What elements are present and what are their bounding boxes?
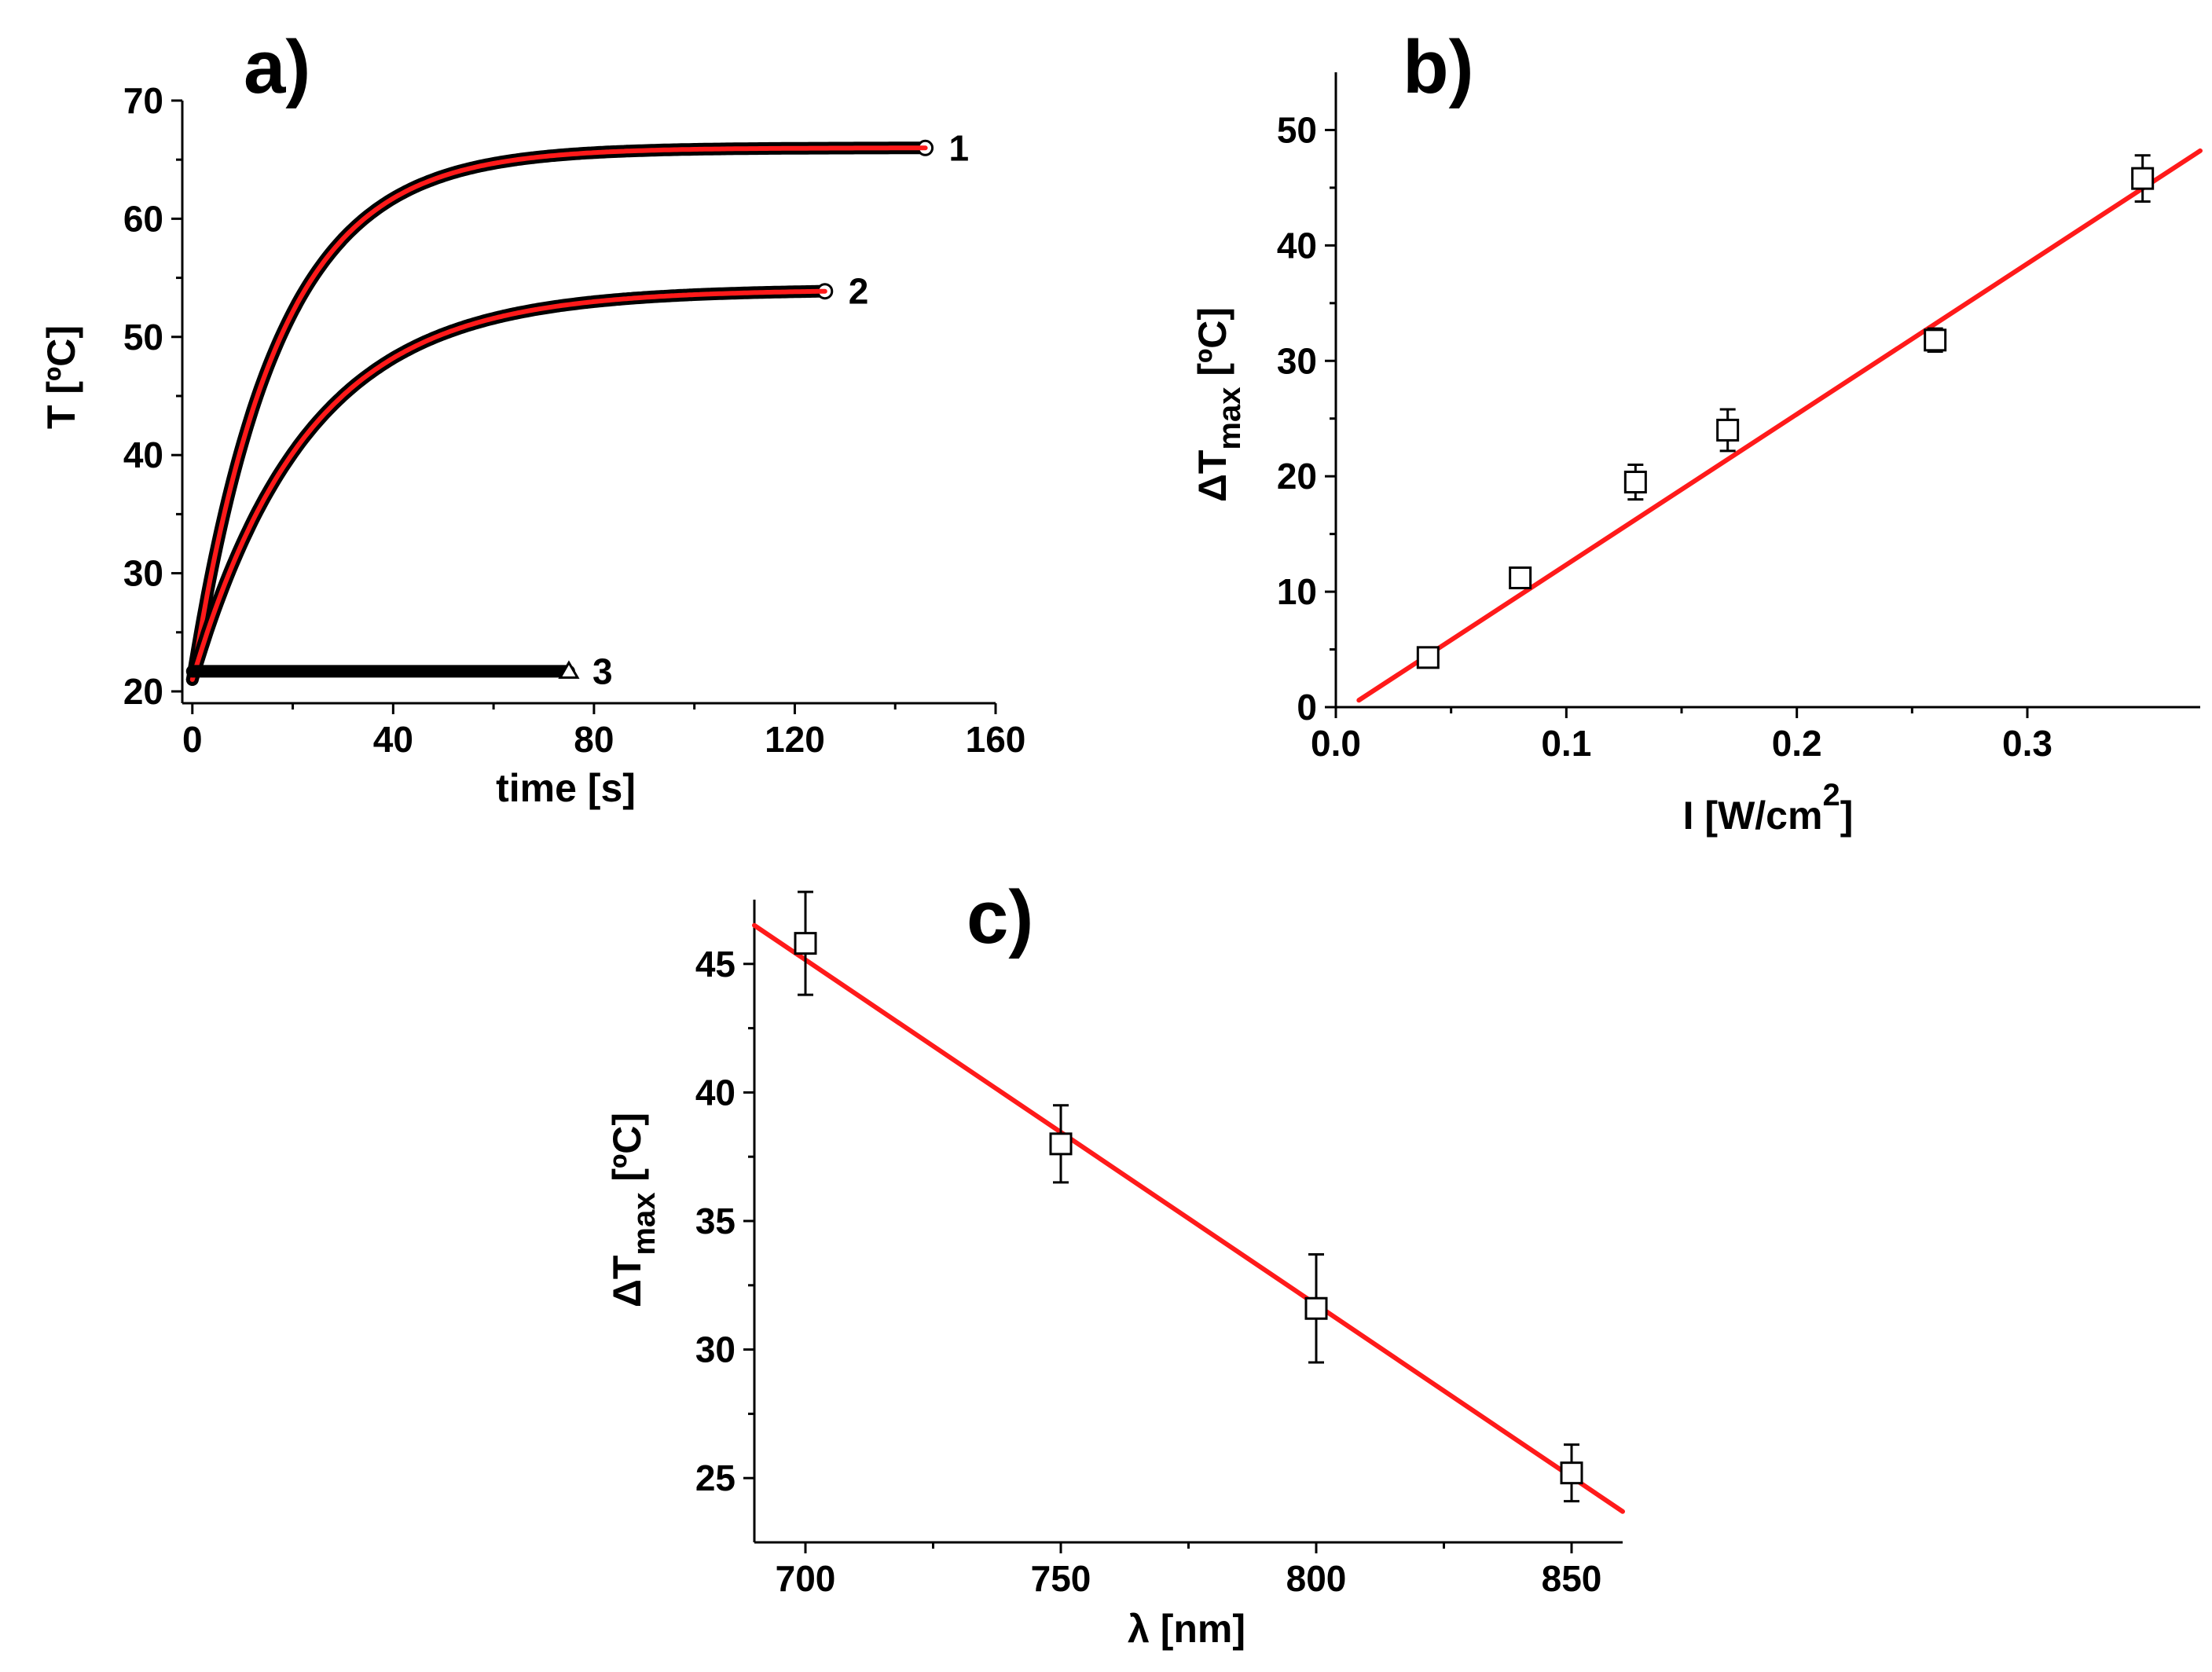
panel-c-y-tick-label: 45 bbox=[695, 944, 735, 984]
panel-a-curve-label-3: 3 bbox=[592, 651, 613, 691]
panel-c-ylabel-end: [ºC] bbox=[605, 1113, 649, 1193]
panel-b-data-point bbox=[1416, 646, 1440, 669]
panel-c-data-point bbox=[1049, 1132, 1073, 1156]
panel-b-data-point bbox=[1509, 566, 1532, 589]
panel-a-fit-1 bbox=[189, 145, 928, 682]
panel-b-axes: 0.0 0.1 0.2 0.3 0 10 20 30 40 50 bbox=[1277, 72, 2200, 764]
panel-b-x-tick-label: 0.1 bbox=[1541, 723, 1591, 764]
panel-a-series-1 bbox=[185, 141, 932, 686]
panel-a-y-tick-label: 70 bbox=[123, 80, 163, 121]
panel-a-fit-2 bbox=[189, 288, 827, 682]
panel-b-data-point bbox=[1924, 328, 1947, 352]
panel-a-x-tick-label: 160 bbox=[966, 719, 1026, 760]
panel-b-y-tick-label: 20 bbox=[1277, 456, 1317, 497]
panel-a-series-3-marker bbox=[558, 660, 580, 679]
panel-b-y-tick-label: 40 bbox=[1277, 225, 1317, 266]
panel-a-curve-label-1: 1 bbox=[949, 127, 970, 168]
panel-c-x-tick-label: 700 bbox=[776, 1558, 836, 1599]
panel-a-y-tick-label: 50 bbox=[123, 317, 163, 358]
panel-b: 0.0 0.1 0.2 0.3 0 10 20 30 40 50 b) I [W/cm2] ΔTm… bbox=[1190, 25, 2203, 838]
panel-b-data-point bbox=[1623, 471, 1647, 494]
panel-c-x-tick-label: 800 bbox=[1286, 1558, 1347, 1599]
panel-b-y-tick-label: 0 bbox=[1297, 687, 1317, 728]
panel-a-y-tick-label: 30 bbox=[123, 553, 163, 594]
panel-c-ylabel-sub: max bbox=[627, 1193, 662, 1256]
panel-c-x-tick-label: 850 bbox=[1542, 1558, 1602, 1599]
panel-a-axes: 0 40 80 120 160 20 30 40 50 60 70 bbox=[123, 80, 1026, 760]
panel-a-x-tick-label: 40 bbox=[373, 719, 413, 760]
panel-b-x-tick-label: 0.2 bbox=[1772, 723, 1822, 764]
panel-a-series-2 bbox=[185, 284, 831, 686]
panel-a-xlabel: time [s] bbox=[496, 766, 636, 810]
panel-b-data-point bbox=[1716, 418, 1740, 442]
panel-b-ylabel-end: [ºC] bbox=[1190, 307, 1234, 387]
panel-b-xlabel: I [W/cm2] bbox=[1683, 778, 1854, 838]
panel-b-ylabel: ΔTmax [ºC] bbox=[1190, 307, 1247, 502]
panel-c-data-point bbox=[1304, 1296, 1328, 1320]
panel-a-label: a) bbox=[244, 25, 310, 109]
panel-b-xlabel-end: ] bbox=[1840, 794, 1854, 838]
panel-a-x-tick-label: 80 bbox=[574, 719, 614, 760]
panel-b-ylabel-main: ΔT bbox=[1190, 450, 1234, 502]
panel-b-data-point bbox=[2131, 167, 2155, 190]
panel-a-x-tick-label: 0 bbox=[182, 719, 203, 760]
panel-a-y-tick-label: 40 bbox=[123, 434, 163, 475]
panel-a-curve-label-2: 2 bbox=[849, 271, 869, 312]
panel-c-y-tick-label: 30 bbox=[695, 1329, 735, 1370]
panel-b-xlabel-sup: 2 bbox=[1822, 778, 1840, 812]
panel-b-xlabel-main: I [W/cm bbox=[1683, 794, 1823, 838]
panel-c-xlabel: λ [nm] bbox=[1128, 1607, 1245, 1651]
panel-c-fit-line bbox=[752, 922, 1625, 1514]
panel-c: 700 750 800 850 25 30 35 40 45 c) λ [nm] ΔTmax [… bbox=[605, 875, 1625, 1651]
panel-b-fit-line bbox=[1356, 148, 2203, 703]
panel-c-ylabel-main: ΔT bbox=[605, 1256, 649, 1307]
panel-a-y-tick-label: 60 bbox=[123, 198, 163, 239]
panel-b-x-tick-label: 0.3 bbox=[2002, 723, 2052, 764]
panel-a-curves: 1 2 3 bbox=[185, 127, 970, 691]
panel-b-y-tick-label: 30 bbox=[1277, 340, 1317, 381]
panel-b-y-tick-label: 50 bbox=[1277, 109, 1317, 150]
panel-c-axes: 700 750 800 850 25 30 35 40 45 bbox=[695, 900, 1623, 1599]
panel-c-y-tick-label: 25 bbox=[695, 1458, 735, 1498]
panel-c-data-point bbox=[794, 932, 817, 955]
panel-b-label: b) bbox=[1403, 25, 1474, 109]
panel-b-ylabel-sub: max bbox=[1212, 387, 1247, 450]
panel-a-y-tick-label: 20 bbox=[123, 671, 163, 712]
panel-c-ylabel: ΔTmax [ºC] bbox=[605, 1113, 662, 1307]
panel-c-points bbox=[752, 890, 1625, 1514]
panel-c-y-tick-label: 35 bbox=[695, 1201, 735, 1241]
panel-b-points bbox=[1356, 148, 2203, 703]
panel-c-x-tick-label: 750 bbox=[1031, 1558, 1091, 1599]
panel-a-ylabel: T [ºC] bbox=[39, 325, 83, 429]
panel-c-data-point bbox=[1560, 1461, 1583, 1485]
panel-b-y-tick-label: 10 bbox=[1277, 571, 1317, 612]
panel-b-x-tick-label: 0.0 bbox=[1311, 723, 1361, 764]
panel-c-label: c) bbox=[967, 875, 1033, 959]
panel-a-x-tick-label: 120 bbox=[765, 719, 825, 760]
panel-c-y-tick-label: 40 bbox=[695, 1072, 735, 1113]
